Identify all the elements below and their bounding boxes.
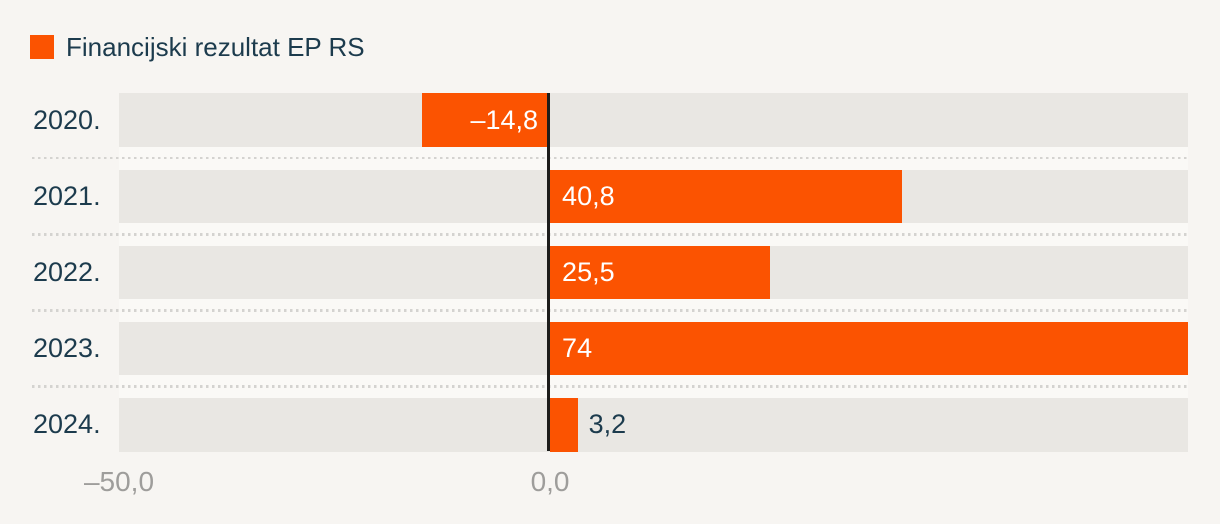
legend: Financijski rezultat EP RS (30, 33, 365, 61)
legend-label: Financijski rezultat EP RS (66, 32, 365, 62)
row-separator (32, 233, 1189, 236)
bar[interactable] (550, 321, 1188, 376)
zero-baseline (546, 93, 551, 452)
category-label: 2023. (33, 333, 101, 364)
bar[interactable] (550, 169, 902, 224)
legend-swatch-icon (30, 35, 54, 59)
x-axis-tick-label: 0,0 (530, 466, 570, 497)
bar-value-label: 25,5 (562, 256, 615, 287)
bar[interactable] (422, 93, 551, 147)
bar-track (119, 93, 1188, 147)
bar-value-label: –14,8 (470, 104, 539, 135)
row-separator (32, 385, 1189, 388)
category-label: 2024. (33, 409, 101, 440)
bar[interactable] (550, 398, 578, 452)
row-separator (32, 309, 1189, 312)
category-label: 2020. (33, 104, 101, 135)
bar-value-label: 3,2 (588, 409, 627, 440)
x-axis-tick-label: –50,0 (83, 466, 155, 497)
bar-value-label: 74 (562, 333, 593, 364)
category-label: 2021. (33, 180, 101, 211)
category-label: 2022. (33, 256, 101, 287)
bar[interactable] (550, 245, 770, 300)
bar-track (119, 398, 1188, 452)
row-separator (32, 156, 1189, 160)
bar-value-label: 40,8 (562, 180, 615, 211)
